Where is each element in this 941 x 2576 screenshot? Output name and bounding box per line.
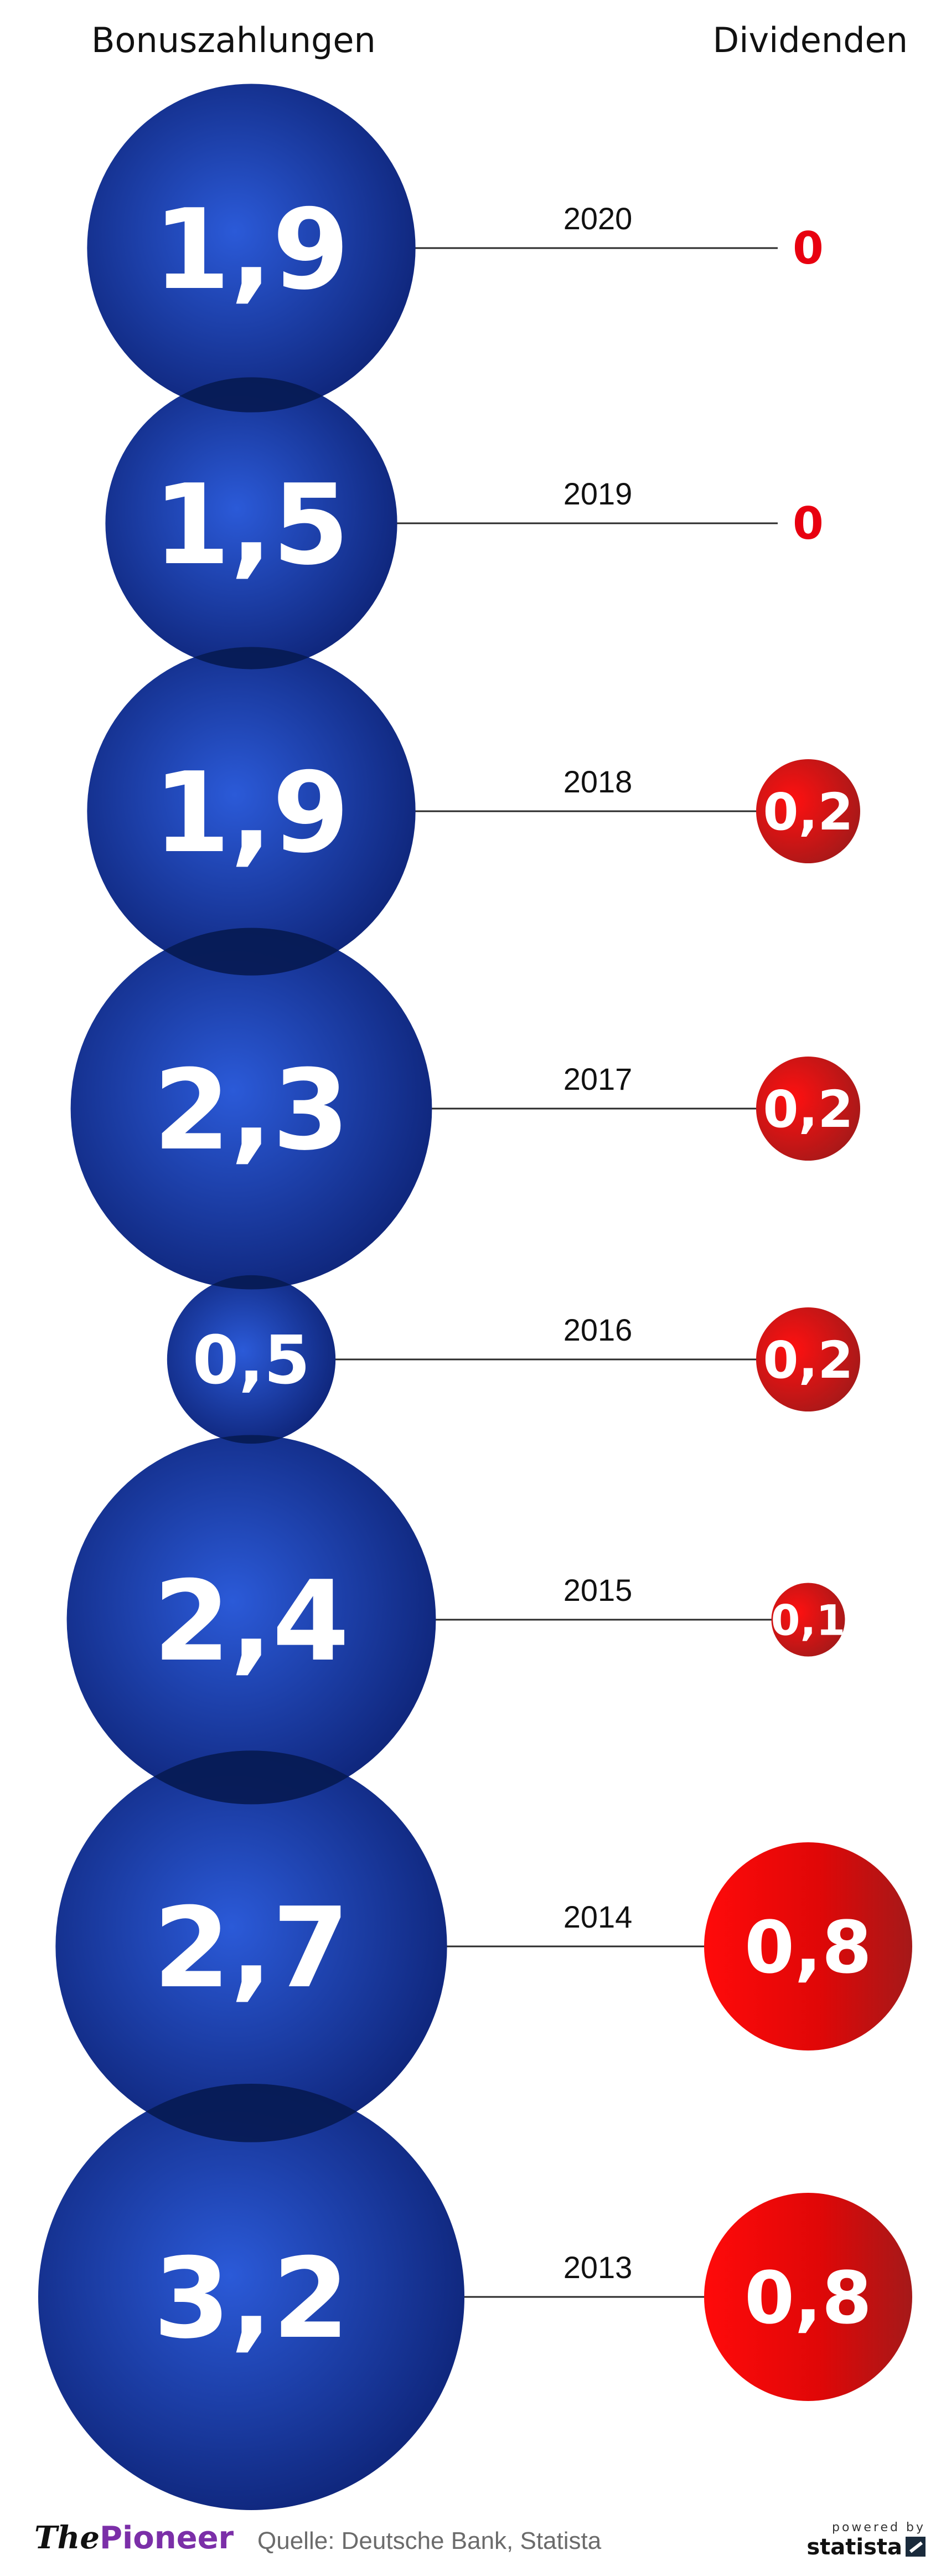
year-label-2014: 2014	[563, 1899, 633, 1934]
bubble-overlap-2019-2018	[193, 647, 309, 669]
bonus-value-2019: 1,5	[153, 461, 349, 590]
bubble-overlap-2016-2015	[220, 1435, 283, 1444]
statista-logo[interactable]: powered by statista	[806, 2521, 926, 2560]
year-label-2020: 2020	[563, 201, 633, 236]
bonus-bubble-2013	[38, 2084, 464, 2510]
year-label-2015: 2015	[563, 1573, 633, 1608]
bubble-overlap-2020-2019	[179, 377, 323, 413]
dividend-bubble-2017	[756, 1057, 860, 1161]
bonus-value-2018: 1,9	[153, 749, 349, 878]
dividend-value-2017: 0,2	[763, 1080, 854, 1139]
bonus-value-2015: 2,4	[153, 1557, 349, 1686]
bonus-value-2014: 2,7	[153, 1884, 349, 2013]
bubble-overlaps	[146, 377, 357, 2142]
dividend-value-2014: 0,8	[744, 1905, 872, 1990]
dividend-bubble-2018	[756, 759, 860, 863]
year-label-2017: 2017	[563, 1062, 633, 1096]
statista-mark-icon	[906, 2537, 926, 2557]
bonus-bubble-2014	[55, 1750, 447, 2142]
year-label-2016: 2016	[563, 1312, 633, 1347]
bubble-overlap-2018-2017	[164, 928, 339, 976]
dividend-value-2016: 0,2	[763, 1331, 854, 1390]
bonus-bubble-2015	[66, 1435, 436, 1805]
dividend-value-2018: 0,2	[763, 782, 854, 842]
bonus-bubble-2019	[105, 377, 397, 669]
bonus-bubble-2020	[87, 84, 416, 413]
bonus-value-2020: 1,9	[153, 186, 349, 315]
year-label-2019: 2019	[563, 476, 633, 511]
footer: ThePioneer Quelle: Deutsche Bank, Statis…	[0, 2498, 941, 2576]
bonus-column-header: Bonuszahlungen	[91, 20, 376, 60]
year-label-2018: 2018	[563, 764, 633, 799]
dividend-bubble-2015	[771, 1583, 845, 1657]
source-note: Quelle: Deutsche Bank, Statista	[257, 2527, 602, 2554]
bubble-overlap-2015-2014	[154, 1750, 349, 1805]
bonus-bubble-2016	[167, 1275, 336, 1444]
bonus-bubbles	[38, 84, 464, 2510]
value-labels: 2020 1,9 0 2019 1,5 0 2018 1,9 0,2 2017 2,3 0,2 2016…	[153, 186, 872, 2363]
dividend-bubble-2014	[704, 1842, 912, 2051]
dividend-bubble-2016	[756, 1307, 860, 1411]
bubble-overlap-2014-2013	[146, 2084, 357, 2142]
dividend-bubble-2013	[704, 2193, 912, 2401]
dividend-bubbles	[704, 759, 912, 2401]
bubble-overlap-2017-2016	[211, 1275, 291, 1290]
thepioneer-logo[interactable]: ThePioneer	[34, 2520, 234, 2556]
dividend-column-header: Dividenden	[712, 20, 908, 60]
dividend-value-2013: 0,8	[744, 2256, 872, 2340]
bonus-value-2016: 0,5	[193, 1322, 311, 1399]
brand-pioneer: Pioneer	[100, 2520, 234, 2556]
dividend-value-2020: 0	[793, 223, 824, 274]
bonus-value-2013: 3,2	[153, 2234, 349, 2363]
brand-the: The	[34, 2520, 100, 2556]
statista-wordmark: statista	[806, 2534, 902, 2560]
powered-by-label: powered by	[832, 2521, 926, 2534]
bonus-bubble-2018	[87, 647, 416, 976]
bonus-value-2017: 2,3	[153, 1046, 349, 1175]
year-label-2013: 2013	[563, 2250, 633, 2285]
bonus-bubble-2017	[70, 928, 432, 1290]
dividend-value-2019: 0	[793, 498, 824, 549]
dividend-value-2015: 0,1	[771, 1595, 846, 1645]
